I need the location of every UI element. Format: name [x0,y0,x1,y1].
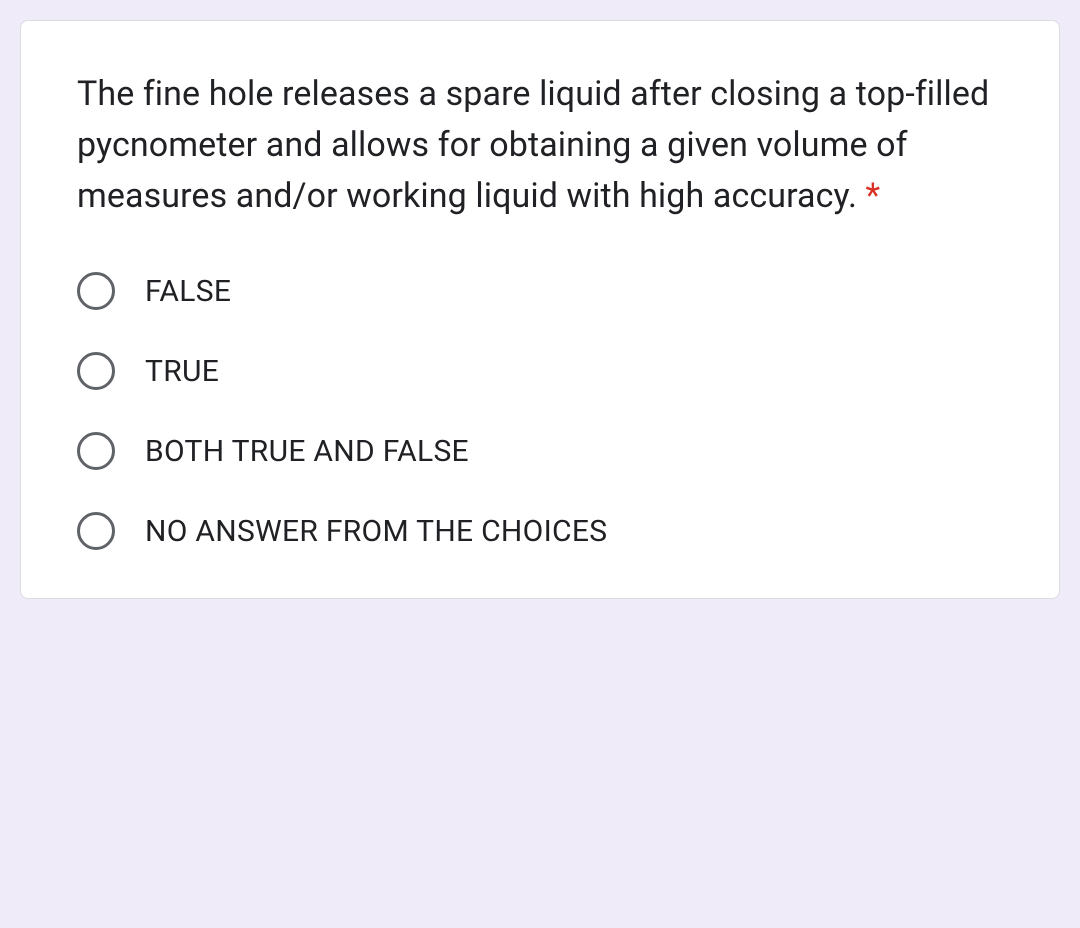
option-no-answer[interactable]: NO ANSWER FROM THE CHOICES [77,512,1003,550]
option-label: FALSE [145,274,231,309]
question-text: The fine hole releases a spare liquid af… [77,69,1003,222]
option-false[interactable]: FALSE [77,272,1003,310]
question-card: The fine hole releases a spare liquid af… [20,20,1060,599]
option-label: BOTH TRUE AND FALSE [145,434,469,469]
option-label: TRUE [145,354,219,389]
options-container: FALSE TRUE BOTH TRUE AND FALSE NO ANSWER… [77,272,1003,550]
radio-icon [77,272,115,310]
option-true[interactable]: TRUE [77,352,1003,390]
option-label: NO ANSWER FROM THE CHOICES [145,514,607,549]
option-both[interactable]: BOTH TRUE AND FALSE [77,432,1003,470]
required-asterisk: * [857,176,880,216]
radio-icon [77,432,115,470]
radio-icon [77,352,115,390]
radio-icon [77,512,115,550]
question-body: The fine hole releases a spare liquid af… [77,74,989,216]
